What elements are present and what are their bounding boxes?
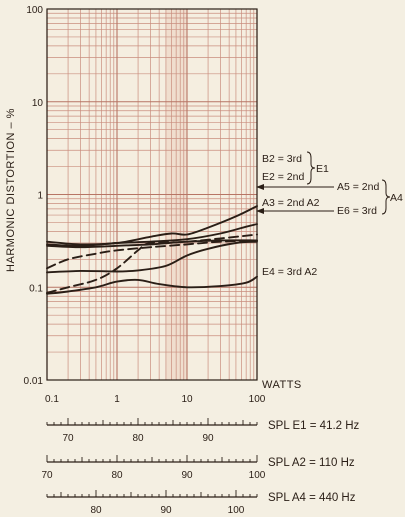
label-a4: A4 [390, 192, 403, 204]
label-a3: A3 = 2nd A2 [262, 197, 320, 209]
spl-scale-label: SPL E1 = 41.2 Hz [268, 420, 360, 432]
spl-tick-label: 100 [228, 505, 245, 516]
spl-tick-label: 70 [41, 470, 53, 481]
label-e2: E2 = 2nd [262, 171, 304, 183]
x-tick-label: 10 [181, 394, 193, 405]
spl-tick-label: 80 [111, 470, 123, 481]
x-axis-title: WATTS [262, 379, 302, 391]
arrow-e6-head [256, 208, 264, 214]
spl-scale-label: SPL A2 = 110 Hz [268, 457, 355, 469]
x-tick-label: 1 [114, 394, 120, 405]
spl-tick-label: 80 [90, 505, 102, 516]
curve-labels: B2 = 3rd E2 = 2nd E1 A5 = 2nd A3 = 2nd A… [256, 151, 403, 278]
spl-tick-label: 90 [181, 470, 193, 481]
spl-tick-label: 100 [249, 470, 266, 481]
label-b2: B2 = 3rd [262, 153, 302, 165]
label-e6: E6 = 3rd [337, 205, 377, 217]
spl-tick-label: 90 [202, 433, 214, 444]
spl-scale-label: SPL A4 = 440 Hz [268, 492, 356, 504]
x-tick-label: 100 [249, 394, 266, 405]
grid [46, 8, 258, 381]
label-e1: E1 [316, 163, 329, 175]
y-tick-label: 10 [32, 98, 44, 109]
series-line-2 [46, 223, 258, 247]
series [46, 205, 258, 295]
y-tick-label: 1 [37, 191, 43, 202]
y-tick-label: 100 [26, 5, 43, 16]
arrow-a5-head [256, 184, 264, 190]
series-line-3 [46, 239, 258, 249]
brace-e1 [306, 151, 316, 185]
x-tick-label: 0.1 [45, 394, 59, 405]
series-line-7 [46, 275, 258, 295]
y-axis-title: HARMONIC DISTORTION – % [5, 108, 17, 272]
spl-tick-label: 70 [62, 433, 74, 444]
label-e4: E4 = 3rd A2 [262, 266, 317, 278]
series-line-4 [46, 233, 258, 294]
spl-tick-label: 90 [160, 505, 172, 516]
series-line-6 [46, 240, 258, 274]
y-tick-label: 0.1 [29, 283, 43, 294]
y-tick-label: 0.01 [24, 376, 44, 387]
label-a5: A5 = 2nd [337, 181, 379, 193]
series-line-5 [46, 239, 258, 270]
plot-frame [46, 8, 258, 381]
spl-tick-label: 80 [132, 433, 144, 444]
brace-a4 [381, 179, 391, 215]
